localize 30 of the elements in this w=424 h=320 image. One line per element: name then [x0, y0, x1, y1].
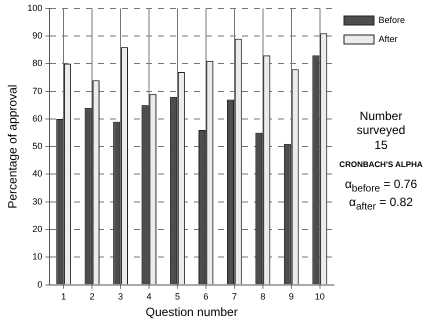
text: 15	[373, 138, 389, 152]
x-tick-label: 1	[61, 292, 66, 302]
x-tick-label: 9	[288, 292, 294, 302]
y-tick-label: 50	[32, 141, 42, 152]
y-tick-label: 30	[32, 196, 42, 206]
y-tick-label: 0	[37, 279, 42, 290]
y-tick-label: 70	[32, 86, 42, 96]
y-tick-label: 40	[32, 168, 42, 179]
y-tick-label: 100	[27, 2, 42, 13]
y-tick-label: 80	[32, 58, 42, 68]
x-axis-title: Question number	[146, 305, 238, 320]
legend-label: Before	[378, 14, 406, 25]
text: α$_{before}$ = 0.76	[344, 177, 418, 194]
y-tick-label: 60	[32, 113, 42, 124]
x-tick-label: 3	[118, 292, 124, 302]
text: Number surveyed	[356, 109, 406, 137]
text: α$_{after}$ = 0.82	[348, 195, 414, 213]
x-tick-label: 10	[314, 292, 325, 302]
x-tick-label: 6	[203, 292, 208, 302]
y-tick-label: 10	[32, 252, 42, 262]
y-tick-label: 20	[32, 224, 42, 234]
x-tick-label: 5	[174, 292, 180, 302]
x-tick-label: 4	[146, 292, 152, 302]
x-tick-label: 2	[90, 292, 95, 302]
y-tick-label: 90	[32, 30, 42, 41]
y-axis-title: Percentage of approval	[6, 84, 20, 209]
x-tick-label: 7	[232, 292, 237, 302]
x-tick-label: 8	[260, 292, 266, 302]
legend-label: After	[378, 34, 398, 44]
text: CRONBACH'S ALPHA	[338, 160, 424, 169]
